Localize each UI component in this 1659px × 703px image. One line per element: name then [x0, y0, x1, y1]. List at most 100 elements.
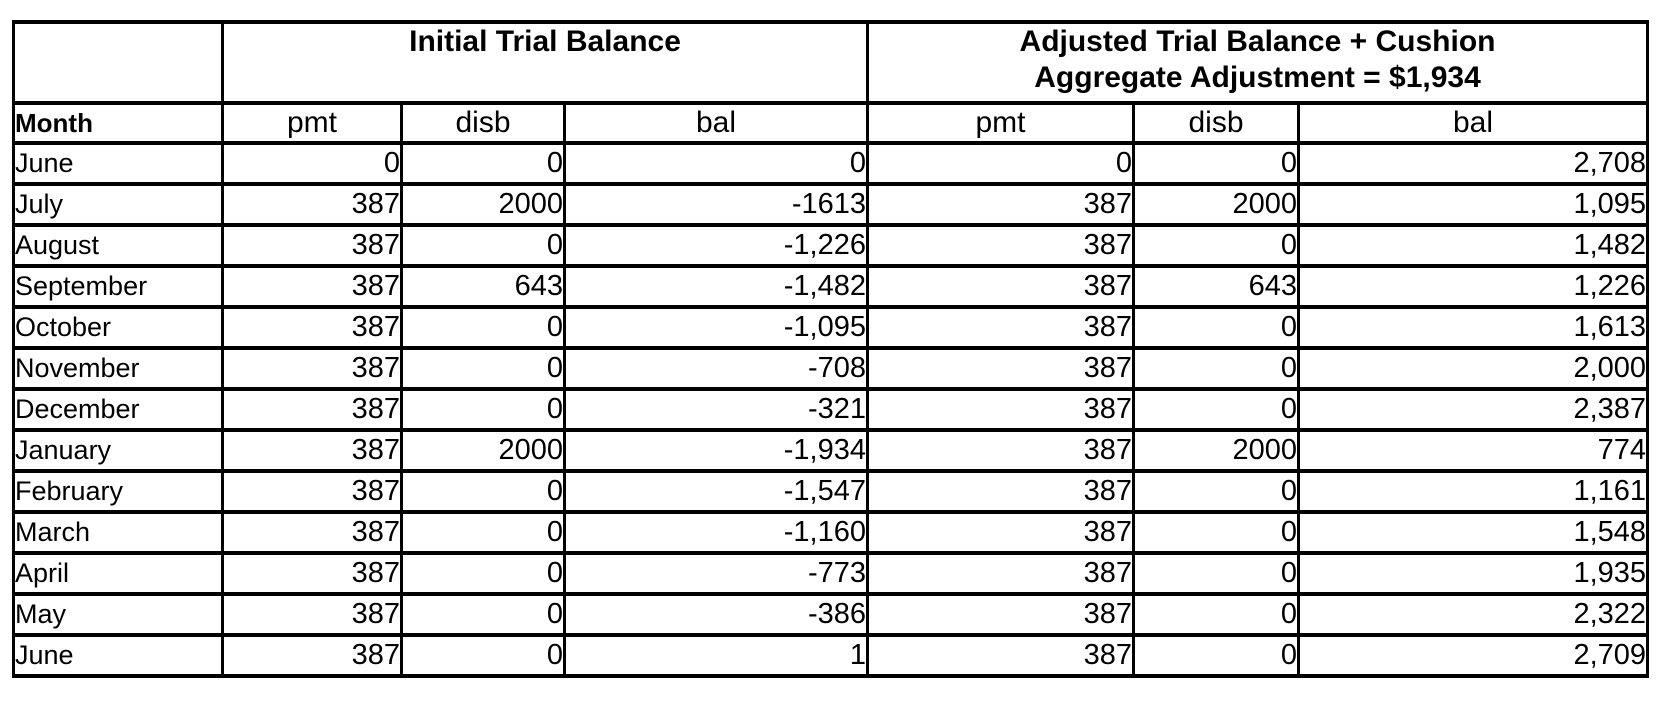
adjusted-bal-cell: 2,322	[1296, 592, 1650, 637]
initial-bal-cell: -386	[563, 592, 869, 637]
month-cell: July	[12, 182, 224, 227]
adjusted-bal-cell: 2,387	[1296, 387, 1650, 432]
initial-pmt-cell: 387	[221, 428, 403, 473]
table-row: May 387 0 -386 387 0 2,322	[12, 592, 1650, 637]
initial-disb-cell: 2000	[400, 182, 566, 227]
table-row: June 387 0 1 387 0 2,709	[12, 633, 1650, 678]
initial-disb-cell: 0	[400, 510, 566, 555]
table-row: November 387 0 -708 387 0 2,000	[12, 346, 1650, 391]
adjusted-disb-cell: 0	[1132, 592, 1300, 637]
initial-disb-cell: 0	[400, 346, 566, 391]
initial-disb-cell: 2000	[400, 428, 566, 473]
month-cell: February	[12, 469, 224, 514]
adjusted-pmt-cell: 387	[866, 305, 1135, 350]
adjusted-bal-cell: 1,548	[1296, 510, 1650, 555]
initial-bal-cell: 1	[563, 633, 869, 678]
initial-bal-cell: -1,226	[563, 223, 869, 268]
month-cell: June	[12, 141, 224, 186]
adjusted-bal-cell: 1,226	[1296, 264, 1650, 309]
adjusted-pmt-cell: 387	[866, 387, 1135, 432]
month-cell: November	[12, 346, 224, 391]
adjusted-pmt-cell: 0	[866, 141, 1135, 186]
adjusted-disb-cell: 0	[1132, 510, 1300, 555]
month-cell: October	[12, 305, 224, 350]
adjusted-disb-column-header: disb	[1132, 101, 1300, 145]
adjusted-disb-cell: 643	[1132, 264, 1300, 309]
initial-pmt-cell: 387	[221, 592, 403, 637]
initial-bal-cell: -1,482	[563, 264, 869, 309]
month-cell: June	[12, 633, 224, 678]
adjusted-disb-cell: 2000	[1132, 428, 1300, 473]
initial-disb-cell: 0	[400, 141, 566, 186]
adjusted-bal-cell: 1,482	[1296, 223, 1650, 268]
initial-disb-cell: 643	[400, 264, 566, 309]
month-cell: January	[12, 428, 224, 473]
table-row: August 387 0 -1,226 387 0 1,482	[12, 223, 1650, 268]
adjusted-pmt-cell: 387	[866, 592, 1135, 637]
adjusted-bal-cell: 1,613	[1296, 305, 1650, 350]
corner-spacer	[12, 20, 224, 105]
adjusted-trial-balance-title-line1: Adjusted Trial Balance + Cushion	[1019, 25, 1496, 58]
adjusted-pmt-cell: 387	[866, 223, 1135, 268]
adjusted-bal-column-header: bal	[1296, 101, 1650, 145]
initial-bal-column-header: bal	[563, 101, 869, 145]
adjusted-pmt-cell: 387	[866, 510, 1135, 555]
month-cell: March	[12, 510, 224, 555]
initial-disb-cell: 0	[400, 223, 566, 268]
adjusted-pmt-cell: 387	[866, 346, 1135, 391]
adjusted-pmt-cell: 387	[866, 182, 1135, 227]
initial-bal-cell: -1,934	[563, 428, 869, 473]
initial-pmt-cell: 387	[221, 346, 403, 391]
adjusted-bal-cell: 1,095	[1296, 182, 1650, 227]
month-cell: April	[12, 551, 224, 596]
initial-pmt-cell: 387	[221, 387, 403, 432]
initial-disb-cell: 0	[400, 305, 566, 350]
adjusted-pmt-column-header: pmt	[866, 101, 1135, 145]
initial-pmt-cell: 387	[221, 551, 403, 596]
month-cell: May	[12, 592, 224, 637]
adjusted-bal-cell: 2,000	[1296, 346, 1650, 391]
table-row: July 387 2000 -1613 387 2000 1,095	[12, 182, 1650, 227]
month-cell: August	[12, 223, 224, 268]
table-row: February 387 0 -1,547 387 0 1,161	[12, 469, 1650, 514]
adjusted-disb-cell: 0	[1132, 633, 1300, 678]
group-header-row: Initial Trial Balance Adjusted Trial Bal…	[12, 20, 1650, 105]
adjusted-bal-cell: 1,161	[1296, 469, 1650, 514]
trial-balance-table: Initial Trial Balance Adjusted Trial Bal…	[12, 20, 1650, 678]
adjusted-trial-balance-header: Adjusted Trial Balance + Cushion Aggrega…	[865, 20, 1650, 105]
table-row: October 387 0 -1,095 387 0 1,613	[12, 305, 1650, 350]
table-row: December 387 0 -321 387 0 2,387	[12, 387, 1650, 432]
initial-pmt-cell: 387	[221, 469, 403, 514]
initial-trial-balance-title: Initial Trial Balance	[409, 25, 681, 58]
initial-bal-cell: -1613	[563, 182, 869, 227]
adjusted-disb-cell: 0	[1132, 141, 1300, 186]
adjusted-disb-cell: 2000	[1132, 182, 1300, 227]
initial-disb-cell: 0	[400, 469, 566, 514]
month-cell: December	[12, 387, 224, 432]
adjusted-pmt-cell: 387	[866, 469, 1135, 514]
adjusted-disb-cell: 0	[1132, 387, 1300, 432]
month-column-header: Month	[12, 101, 224, 145]
initial-pmt-cell: 387	[221, 305, 403, 350]
adjusted-bal-cell: 1,935	[1296, 551, 1650, 596]
initial-disb-column-header: disb	[400, 101, 566, 145]
initial-bal-cell: -708	[563, 346, 869, 391]
initial-bal-cell: -1,160	[563, 510, 869, 555]
adjusted-disb-cell: 0	[1132, 551, 1300, 596]
initial-disb-cell: 0	[400, 633, 566, 678]
table-row: January 387 2000 -1,934 387 2000 774	[12, 428, 1650, 473]
adjusted-disb-cell: 0	[1132, 469, 1300, 514]
adjusted-bal-cell: 2,709	[1296, 633, 1650, 678]
adjusted-disb-cell: 0	[1132, 305, 1300, 350]
month-cell: September	[12, 264, 224, 309]
adjusted-pmt-cell: 387	[866, 633, 1135, 678]
initial-disb-cell: 0	[400, 551, 566, 596]
adjusted-disb-cell: 0	[1132, 346, 1300, 391]
initial-pmt-cell: 387	[221, 633, 403, 678]
table-row: April 387 0 -773 387 0 1,935	[12, 551, 1650, 596]
table-row: September 387 643 -1,482 387 643 1,226	[12, 264, 1650, 309]
initial-pmt-column-header: pmt	[221, 101, 403, 145]
adjusted-pmt-cell: 387	[866, 264, 1135, 309]
initial-bal-cell: -773	[563, 551, 869, 596]
adjusted-disb-cell: 0	[1132, 223, 1300, 268]
